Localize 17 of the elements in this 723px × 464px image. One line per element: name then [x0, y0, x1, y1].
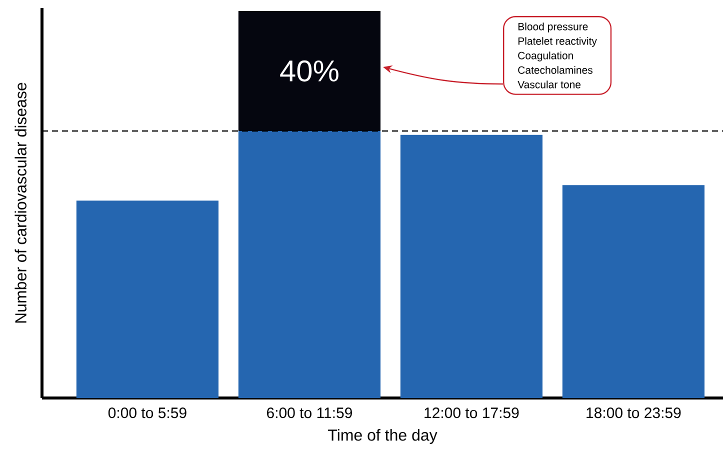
x-tick-label: 18:00 to 23:59 [586, 408, 681, 418]
bar [238, 11, 381, 131]
x-tick-label: 0:00 to 5:59 [108, 408, 186, 418]
annotation: 40% [280, 60, 338, 82]
x-tick-label: 6:00 to 11:59 [267, 408, 352, 418]
y-axis-title: Number of cardiovascular disease [14, 82, 26, 323]
annotation: Vascular tone [518, 80, 581, 88]
annotation: Blood pressure [518, 22, 588, 32]
annotation: Platelet reactivity [518, 37, 597, 47]
x-axis-title: Time of the day [328, 429, 438, 444]
bar [238, 130, 381, 398]
x-tick-label: 12:00 to 17:59 [424, 408, 519, 418]
annotation: Catecholamines [518, 66, 592, 74]
annotation: Coagulation [518, 52, 573, 62]
bar [76, 200, 218, 398]
bar [562, 185, 705, 398]
bar [400, 134, 542, 398]
